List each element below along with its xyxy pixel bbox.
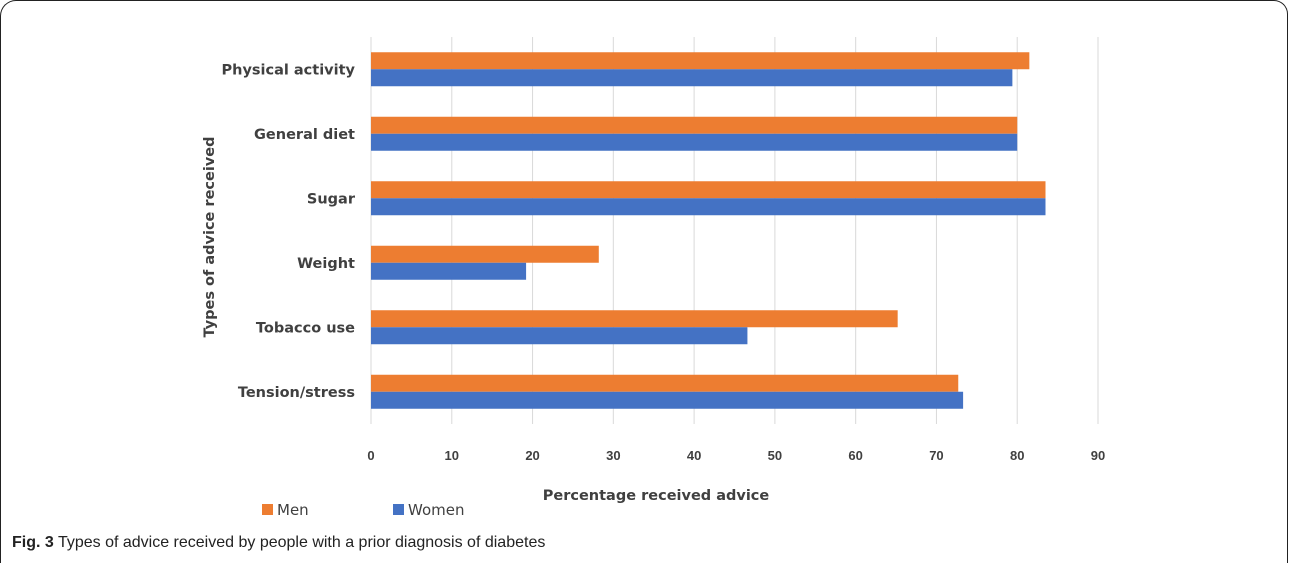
x-tick-label: 80 — [1010, 448, 1024, 463]
figure-caption: Fig. 3 Types of advice received by peopl… — [12, 534, 545, 552]
legend-label-men: Men — [277, 501, 309, 519]
bar-men — [371, 374, 959, 392]
x-tick-label: 20 — [525, 448, 539, 463]
x-tick-label: 70 — [929, 448, 943, 463]
bar-women — [371, 198, 1046, 216]
category-label: Sugar — [307, 191, 356, 207]
legend: Men Women — [262, 501, 464, 519]
x-tick-label: 40 — [687, 448, 701, 463]
category-label: Weight — [297, 256, 355, 272]
x-tick-label: 60 — [848, 448, 862, 463]
bar-women — [371, 327, 748, 345]
bar-women — [371, 133, 1018, 151]
x-tick-label: 10 — [445, 448, 459, 463]
x-tick-label: 30 — [606, 448, 620, 463]
bar-women — [371, 391, 964, 409]
category-labels: Physical activity General diet Sugar Weight… — [222, 62, 356, 401]
bar-women — [371, 262, 527, 280]
caption-label: Fig. 3 — [12, 534, 54, 551]
category-label: General diet — [254, 127, 355, 143]
x-tick-label: 0 — [367, 448, 374, 463]
bar-men — [371, 52, 1030, 70]
gridlines — [370, 37, 1099, 424]
bar-women — [371, 69, 1013, 87]
y-axis-title: Types of advice received — [202, 137, 218, 338]
bar-men — [371, 245, 599, 263]
x-tick-label: 90 — [1091, 448, 1105, 463]
x-tick-label: 50 — [768, 448, 782, 463]
x-axis-title: Percentage received advice — [543, 488, 770, 504]
bar-men — [371, 181, 1046, 199]
x-tick-labels: 0 10 20 30 40 50 60 70 80 90 — [367, 448, 1105, 463]
category-label: Tension/stress — [238, 385, 355, 401]
bar-men — [371, 116, 1018, 134]
legend-swatch-men — [262, 504, 273, 515]
legend-swatch-women — [393, 504, 404, 515]
caption-text: Types of advice received by people with … — [57, 534, 546, 551]
category-label: Tobacco use — [256, 320, 355, 336]
bars — [371, 52, 1046, 409]
legend-label-women: Women — [408, 501, 464, 519]
bar-men — [371, 310, 898, 328]
category-label: Physical activity — [222, 62, 356, 78]
